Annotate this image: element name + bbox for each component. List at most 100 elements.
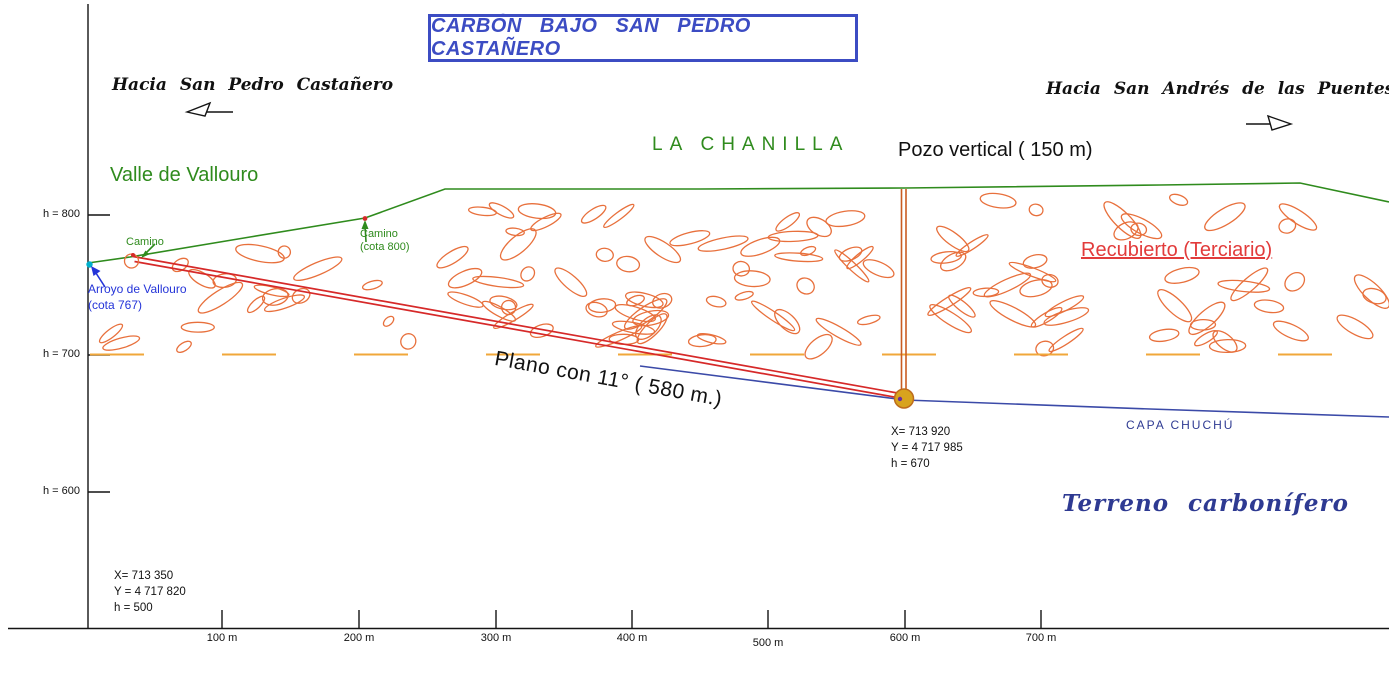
tertiary-clast-ellipse (1284, 271, 1306, 292)
arroyo-label: Arroyo de Vallouro (cota 767) (88, 281, 187, 313)
terreno-carbonifero-label: Terreno carbonífero (1062, 490, 1349, 517)
tertiary-clast-ellipse (585, 301, 608, 318)
tertiary-clast-ellipse (520, 266, 536, 282)
tertiary-clast-ellipse (529, 323, 554, 339)
tertiary-clast-ellipse (1028, 203, 1044, 217)
direction-label-left: Hacia San Pedro Castañero (112, 75, 394, 95)
tertiary-clast-ellipse (774, 252, 824, 263)
tertiary-clast-ellipse (176, 340, 192, 353)
tertiary-clast-ellipse (1157, 289, 1193, 323)
tertiary-clast-ellipse (382, 315, 395, 327)
tertiary-clast-ellipse (636, 313, 668, 345)
distance-label-100m: 100 m (206, 632, 238, 644)
tertiary-clast-ellipse (825, 210, 866, 228)
page-title: CARBÓN BAJO SAN PEDRO CASTAÑERO (431, 15, 751, 60)
tertiary-clast-ellipse (774, 308, 801, 335)
origin-coordinates: X= 713 350 Y = 4 717 820 h = 500 (114, 568, 186, 616)
tertiary-clast-ellipse (1208, 338, 1247, 354)
tertiary-clast-ellipse (595, 247, 614, 262)
pozo-base-h: h = 670 (891, 458, 930, 470)
distance-label-500m: 500 m (752, 637, 784, 649)
camino-cota800-pointer-arrow (361, 220, 369, 243)
tertiary-clast-ellipse (1130, 222, 1148, 237)
tertiary-clast-ellipse (261, 287, 289, 306)
tertiary-clast-ellipse (624, 291, 664, 309)
plano-line-lower (134, 260, 906, 400)
distance-label-200m: 200 m (343, 632, 375, 644)
tertiary-clast-ellipse (806, 216, 832, 238)
tertiary-clast-ellipse (530, 212, 562, 232)
origin-h: h = 500 (114, 602, 153, 614)
recubierto-label: Recubierto (Terciario) (1081, 239, 1273, 261)
tertiary-clast-ellipse (98, 323, 124, 344)
tertiary-clast-ellipse (603, 203, 635, 229)
tertiary-clast-ellipse (775, 212, 801, 232)
tertiary-clast-ellipse (293, 256, 343, 282)
pozo-base-x: X= 713 920 (891, 426, 951, 438)
distance-label-400m: 400 m (616, 632, 648, 644)
tertiary-clast-ellipse (1113, 221, 1139, 241)
tertiary-clast-ellipse (277, 245, 292, 259)
terrain-surface-line (87, 182, 1389, 264)
tertiary-clast-ellipse (815, 317, 862, 346)
tertiary-clast-ellipse (447, 291, 484, 308)
tertiary-clast-ellipse (733, 270, 771, 288)
tertiary-clast-ellipse (929, 304, 973, 334)
tertiary-clast-ellipse (1044, 295, 1085, 318)
tertiary-clast-ellipse (697, 235, 749, 252)
arrow-left-icon (184, 101, 233, 117)
tertiary-clast-ellipse (1272, 320, 1309, 342)
origin-x: X= 713 350 (114, 570, 174, 582)
tertiary-clast-ellipse (554, 267, 588, 298)
tertiary-clast-ellipse (263, 294, 306, 313)
tertiary-clast-ellipse (740, 236, 781, 257)
tertiary-clast-ellipse (687, 334, 717, 348)
tertiary-clast-ellipse (972, 287, 1000, 298)
camino-cota800-dot (362, 216, 368, 221)
tertiary-clast-ellipse (580, 204, 607, 224)
tertiary-clast-ellipse (500, 299, 517, 316)
tertiary-clast-ellipse (253, 284, 290, 298)
tertiary-clast-ellipse (1204, 202, 1246, 232)
arroyo-line2: (cota 767) (88, 298, 143, 312)
capa-chuchu-label: CAPA CHUCHÚ (1126, 418, 1235, 432)
tertiary-clast-ellipse (705, 295, 727, 308)
tertiary-clast-ellipse (804, 333, 833, 360)
tertiary-clast-ellipse (940, 251, 967, 272)
tertiary-clast-ellipse (856, 314, 881, 326)
tertiary-clast-ellipse (796, 277, 815, 295)
tertiary-clast-ellipse (489, 295, 518, 311)
tertiary-clast-ellipse (517, 203, 557, 220)
plano-line-upper (132, 255, 904, 395)
tertiary-clast-ellipse (1217, 279, 1271, 293)
tertiary-clast-ellipse (652, 292, 673, 309)
tertiary-clast-ellipse (927, 287, 972, 316)
tertiary-clast-ellipse (1048, 327, 1084, 353)
tertiary-clast-ellipse (1164, 266, 1200, 284)
camino-cota800-label: Camino (cota 800) (360, 228, 410, 254)
pozo-base-y: Y = 4 717 985 (891, 442, 963, 454)
camino-label: Camino (126, 236, 164, 248)
distance-label-700m: 700 m (1025, 632, 1057, 644)
tertiary-clast-ellipse (1278, 218, 1297, 234)
capa-chuchu-line (639, 365, 1389, 418)
tertiary-clast-ellipse (361, 279, 383, 291)
tertiary-clast-ellipse (505, 227, 525, 237)
tertiary-clast-ellipse (246, 295, 266, 314)
tertiary-clast-ellipse (834, 249, 870, 283)
pozo-base-center-dot (897, 396, 903, 402)
tertiary-clast-ellipse (750, 300, 796, 332)
camino-entry-dot (131, 253, 135, 257)
elevation-label-700: h = 700 (42, 348, 80, 360)
pozo-base-point (893, 388, 915, 409)
recubierto-pattern (98, 192, 1389, 360)
tertiary-clast-ellipse (614, 303, 656, 323)
tertiary-clast-ellipse (1148, 328, 1180, 343)
direction-label-right: Hacia San Andrés de las Puentes (1046, 79, 1389, 99)
tertiary-clast-ellipse (1120, 213, 1163, 240)
tertiary-clast-ellipse (447, 267, 483, 289)
tertiary-clast-ellipse (983, 272, 1032, 298)
tertiary-clast-ellipse (1230, 267, 1269, 302)
tertiary-clast-ellipse (1353, 274, 1389, 309)
tertiary-clast-ellipse (467, 206, 498, 217)
